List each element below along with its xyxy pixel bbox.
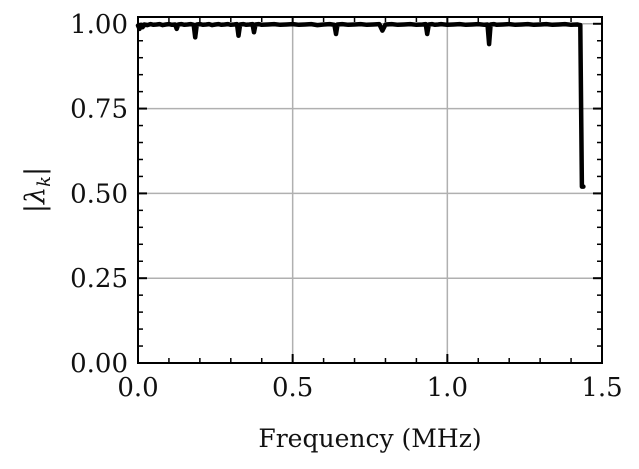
svg-text:|λk|: |λk| bbox=[20, 167, 55, 213]
y-tick-label: 0.25 bbox=[70, 264, 128, 294]
series-layer bbox=[135, 21, 586, 189]
ticks bbox=[137, 17, 603, 364]
y-axis-label-bar-right: | bbox=[20, 167, 51, 176]
y-tick-label: 0.75 bbox=[70, 95, 128, 125]
grid-lines bbox=[138, 17, 602, 363]
x-tick-label: 1.5 bbox=[581, 373, 622, 403]
y-axis-label-bar-left: | bbox=[20, 204, 51, 213]
y-tick-label: 0.00 bbox=[70, 349, 128, 379]
x-tick-label: 1.0 bbox=[427, 373, 468, 403]
y-tick-label: 0.50 bbox=[70, 179, 128, 209]
x-tick-label: 0.5 bbox=[272, 373, 313, 403]
series-line-0 bbox=[135, 21, 586, 189]
y-axis-label-subscript: k bbox=[34, 176, 55, 187]
y-axis-label: |λk| bbox=[20, 167, 55, 213]
x-tick-label: 0.0 bbox=[117, 373, 158, 403]
y-tick-label: 1.00 bbox=[70, 10, 128, 40]
y-axis-label-symbol: λ bbox=[20, 187, 51, 205]
tick-labels: 0.0 0.5 1.0 1.5 0.00 0.25 0.50 0.75 1.00 bbox=[70, 10, 623, 403]
plot-frame bbox=[137, 16, 603, 364]
x-axis-label: Frequency (MHz) bbox=[258, 424, 481, 453]
